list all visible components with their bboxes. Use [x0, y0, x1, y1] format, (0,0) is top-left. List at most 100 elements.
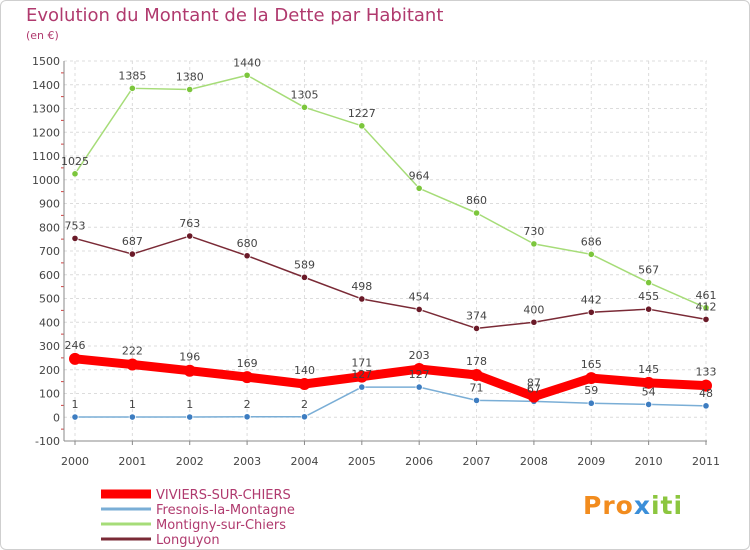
- data-label: 2: [301, 398, 308, 411]
- logo-part-3: iti: [650, 491, 684, 520]
- data-label: 145: [638, 363, 659, 376]
- axes: -100 0 100 200 300 400 500 600 700 800 900 1000 1100…: [32, 55, 720, 468]
- data-point: [530, 240, 538, 248]
- y-tick-label: 500: [39, 293, 60, 306]
- data-label: 964: [409, 169, 430, 182]
- data-point: [186, 232, 194, 240]
- data-point: [355, 370, 368, 383]
- chart-unit: (en €): [26, 29, 59, 42]
- data-label: 54: [642, 385, 656, 398]
- y-tick-label: 1100: [32, 150, 60, 163]
- data-label: 203: [409, 349, 430, 362]
- data-label: 67: [527, 382, 541, 395]
- data-label: 1385: [118, 69, 146, 82]
- data-label: 374: [466, 309, 487, 322]
- series-lines: [69, 71, 712, 421]
- y-tick-label: 800: [39, 221, 60, 234]
- data-label: 455: [638, 290, 659, 303]
- data-point: [300, 273, 309, 281]
- data-point: [702, 402, 710, 410]
- x-tick-label: 2011: [692, 455, 720, 468]
- data-point: [642, 376, 655, 389]
- data-point: [472, 396, 481, 404]
- data-point: [645, 305, 653, 313]
- data-label: 87: [527, 377, 541, 390]
- data-point: [470, 368, 483, 381]
- data-label: 412: [696, 300, 717, 313]
- legend-label: VIVIERS-SUR-CHIERS: [156, 488, 291, 503]
- data-label: 48: [699, 387, 713, 400]
- data-point: [183, 364, 196, 377]
- x-tick-label: 2008: [520, 455, 548, 468]
- y-tick-label: 1300: [32, 103, 60, 116]
- data-point: [587, 399, 595, 407]
- data-label: 127: [409, 368, 430, 381]
- series-line: [74, 386, 707, 418]
- y-tick-label: 1400: [32, 79, 60, 92]
- data-label: 178: [466, 355, 487, 368]
- data-label: 171: [351, 357, 372, 370]
- data-label: 1305: [290, 88, 318, 101]
- data-point: [69, 352, 81, 365]
- y-tick-label: 200: [39, 364, 60, 377]
- y-tick-label: 300: [39, 340, 60, 353]
- data-point: [243, 252, 251, 260]
- data-label: 687: [122, 235, 143, 248]
- logo-part-2: x: [633, 491, 651, 520]
- data-label: 454: [409, 290, 430, 303]
- data-label: 730: [523, 225, 544, 238]
- data-point: [645, 400, 653, 409]
- data-label: 400: [523, 303, 544, 316]
- data-label: 71: [470, 381, 484, 394]
- data-point: [243, 413, 251, 421]
- data-label: 1: [129, 398, 136, 411]
- y-tick-label: 0: [53, 411, 60, 424]
- data-point: [585, 372, 598, 385]
- data-label: 461: [696, 289, 717, 302]
- data-label: 589: [294, 258, 315, 271]
- data-point: [702, 304, 710, 312]
- data-point: [241, 371, 254, 384]
- data-label: 1440: [233, 56, 261, 69]
- y-tick-label: 400: [39, 316, 60, 329]
- x-tick-label: 2005: [348, 455, 376, 468]
- data-point: [413, 363, 426, 376]
- legend-label: Fresnois-la-Montagne: [156, 503, 295, 518]
- data-label: 127: [351, 368, 372, 381]
- series-line: [74, 74, 707, 309]
- data-label: 59: [584, 384, 598, 397]
- data-point: [415, 184, 423, 192]
- data-point: [358, 295, 366, 303]
- data-label: 222: [122, 345, 143, 358]
- data-point: [527, 390, 540, 403]
- data-point: [128, 84, 136, 92]
- y-tick-label: 600: [39, 269, 60, 282]
- data-point: [186, 85, 194, 94]
- x-tick-label: 2003: [233, 455, 261, 468]
- y-tick-label: -100: [35, 435, 60, 448]
- data-point: [300, 413, 309, 421]
- x-tick-label: 2000: [61, 455, 89, 468]
- y-tick-label: 100: [39, 388, 60, 401]
- data-point: [587, 308, 595, 316]
- y-tick-label: 1200: [32, 126, 60, 139]
- data-point: [71, 234, 79, 243]
- data-point: [587, 250, 595, 258]
- series-line: [74, 235, 707, 330]
- data-label: 442: [581, 293, 602, 306]
- data-label: 686: [581, 235, 602, 248]
- data-point: [702, 315, 710, 323]
- data-point: [126, 358, 139, 371]
- data-point: [128, 413, 136, 421]
- data-point: [472, 209, 481, 217]
- data-point: [645, 278, 653, 287]
- data-label: 680: [237, 237, 258, 250]
- data-point: [71, 170, 79, 178]
- data-label: 246: [65, 339, 86, 352]
- data-label: 753: [65, 219, 86, 232]
- data-label: 2: [244, 398, 251, 411]
- x-tick-label: 2006: [405, 455, 433, 468]
- data-point: [243, 71, 251, 79]
